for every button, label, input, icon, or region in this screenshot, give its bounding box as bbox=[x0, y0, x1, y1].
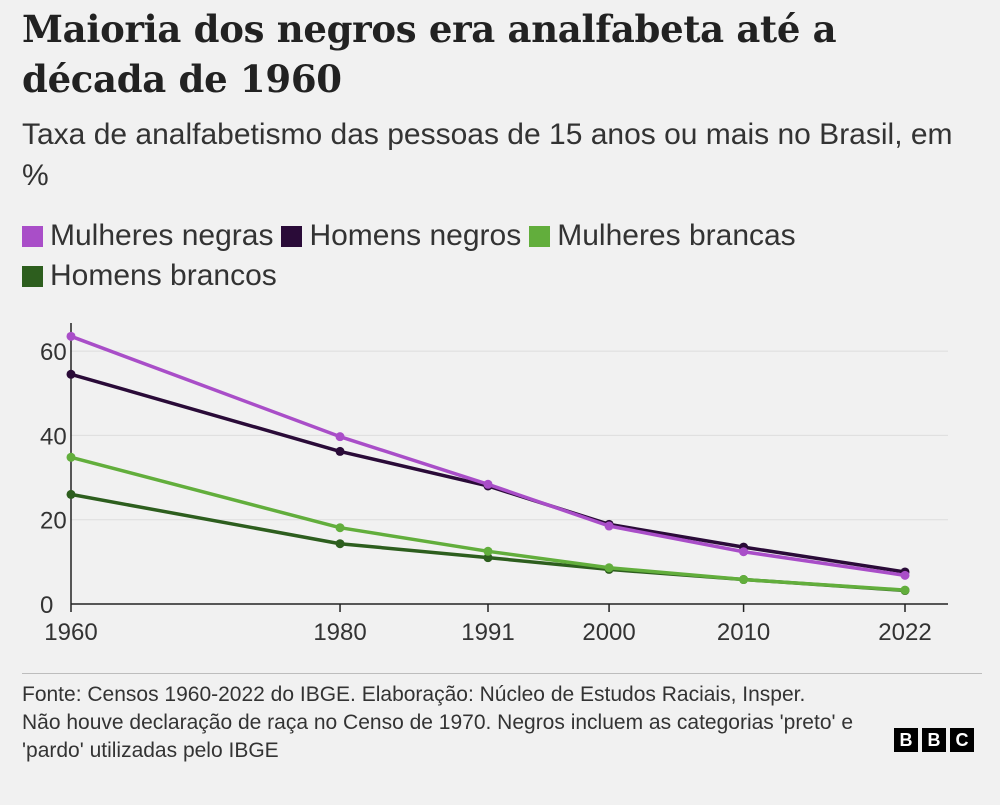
bbc-logo-letter: B bbox=[894, 728, 918, 752]
legend-swatch bbox=[22, 225, 43, 247]
y-tick-label: 40 bbox=[40, 423, 67, 450]
legend-swatch bbox=[281, 225, 303, 247]
data-point bbox=[335, 523, 345, 533]
legend-swatch bbox=[22, 265, 43, 287]
y-tick-label: 20 bbox=[40, 508, 67, 535]
bbc-logo-letter: B bbox=[922, 728, 946, 752]
x-tick-label: 1960 bbox=[44, 619, 97, 646]
legend-label: Homens brancos bbox=[50, 259, 277, 292]
y-tick-label: 0 bbox=[40, 592, 53, 619]
x-tick-label: 2022 bbox=[878, 619, 931, 646]
data-point bbox=[66, 331, 76, 341]
x-tick-label: 1991 bbox=[461, 619, 514, 646]
data-point bbox=[66, 452, 76, 462]
legend-label: Mulheres negras bbox=[50, 219, 274, 252]
data-point bbox=[900, 570, 910, 580]
legend-item-homens-negros: Homens negros bbox=[281, 216, 521, 256]
chart-svg: 0 20 40 60 1960 1980 1991 2000 2010 2022 bbox=[40, 323, 948, 646]
chart-subtitle: Taxa de analfabetismo das pessoas de 15 … bbox=[22, 118, 953, 192]
y-tick-label: 60 bbox=[40, 339, 67, 366]
x-tick-label: 2000 bbox=[582, 619, 635, 646]
line-chart: 0 20 40 60 1960 1980 1991 2000 2010 2022 bbox=[0, 320, 1000, 660]
data-point bbox=[900, 585, 910, 595]
series-line bbox=[69, 334, 907, 578]
data-point bbox=[604, 563, 614, 573]
series-line bbox=[69, 372, 907, 574]
chart-footer: Fonte: Censos 1960-2022 do IBGE. Elabora… bbox=[22, 681, 892, 765]
legend-item-mulheres-brancas: Mulheres brancas bbox=[529, 216, 796, 256]
x-tick-label: 1980 bbox=[313, 619, 366, 646]
data-point bbox=[66, 369, 76, 379]
source-note: Fonte: Censos 1960-2022 do IBGE. Elabora… bbox=[22, 683, 806, 706]
legend-item-mulheres-negras: Mulheres negras bbox=[22, 216, 273, 256]
data-point bbox=[335, 539, 345, 549]
data-point bbox=[483, 479, 493, 489]
data-point bbox=[604, 521, 614, 531]
chart-title: Maioria dos negros era analfabeta até a … bbox=[22, 7, 837, 101]
series-line bbox=[69, 492, 907, 593]
legend-item-homens-brancos: Homens brancos bbox=[22, 256, 277, 296]
chart-legend: Mulheres negras Homens negros Mulheres b… bbox=[22, 216, 982, 296]
data-point bbox=[335, 446, 345, 456]
footer-divider bbox=[22, 673, 982, 674]
bbc-logo-letter: C bbox=[950, 728, 974, 752]
data-point bbox=[335, 432, 345, 442]
method-note: Não houve declaração de raça no Censo de… bbox=[22, 711, 854, 762]
series-line bbox=[69, 455, 907, 592]
legend-label: Mulheres brancas bbox=[557, 219, 796, 252]
data-point bbox=[66, 489, 76, 499]
legend-swatch bbox=[529, 225, 551, 247]
data-point bbox=[739, 575, 749, 585]
data-point bbox=[739, 547, 749, 557]
x-tick-label: 2010 bbox=[717, 619, 770, 646]
data-point bbox=[483, 546, 493, 556]
bbc-logo: B B C bbox=[894, 728, 978, 752]
data-point bbox=[483, 553, 493, 563]
legend-label: Homens negros bbox=[309, 219, 522, 252]
